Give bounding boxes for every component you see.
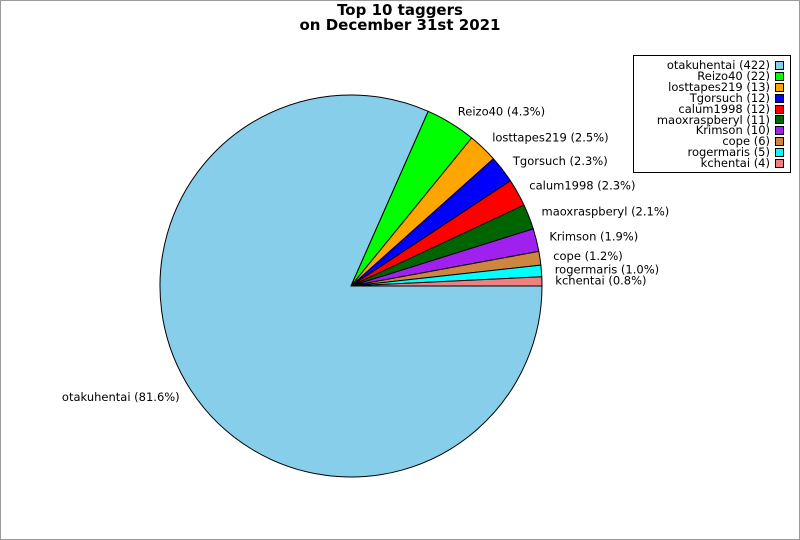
legend-swatch	[775, 93, 784, 103]
legend-item-krimson: Krimson (10)	[638, 125, 784, 136]
slice-label-reizo40: Reizo40 (4.3%)	[458, 104, 545, 118]
slice-label-maoxraspberyl: maoxraspberyl (2.1%)	[542, 205, 670, 219]
legend-swatch	[775, 148, 784, 158]
legend: otakuhentai (422) Reizo40 (22) losttapes21…	[633, 55, 791, 173]
legend-label: kchentai (4)	[700, 156, 770, 171]
slice-label-otakuhentai: otakuhentai (81.6%)	[62, 390, 180, 404]
legend-label: Krimson (10)	[695, 123, 770, 138]
pie-slice-kchentai	[350, 276, 543, 287]
legend-item-kchentai: kchentai (4)	[638, 156, 784, 171]
legend-item-tgorsuch: Tgorsuch (12)	[638, 90, 784, 105]
legend-item-maoxraspberyl: maoxraspberyl (11)	[638, 112, 784, 127]
legend-swatch	[775, 115, 784, 125]
legend-swatch	[775, 60, 784, 70]
legend-swatch	[775, 71, 784, 81]
chart-title: Top 10 taggers on December 31st 2021	[1, 3, 799, 33]
legend-swatch	[775, 104, 784, 114]
legend-swatch	[775, 137, 784, 147]
chart-title-line-2: on December 31st 2021	[299, 16, 501, 34]
pie-labels: otakuhentai (81.6%) Reizo40 (4.3%) losttap…	[62, 104, 669, 404]
legend-label: maoxraspberyl (11)	[656, 112, 770, 127]
slice-label-losttapes219: losttapes219 (2.5%)	[492, 131, 608, 145]
slice-label-calum1998: calum1998 (2.3%)	[529, 179, 635, 193]
legend-label: losttapes219 (13)	[668, 79, 770, 94]
legend-label: rogermaris (5)	[687, 145, 770, 160]
legend-label: Tgorsuch (12)	[689, 90, 770, 105]
slice-label-kchentai: kchentai (0.8%)	[555, 274, 646, 288]
legend-swatch	[775, 126, 784, 136]
chart-title-line-1: Top 10 taggers	[337, 1, 463, 19]
legend-item-otakuhentai: otakuhentai (422)	[638, 58, 784, 72]
pie-slices	[159, 94, 543, 478]
legend-item-cope: cope (6)	[638, 136, 784, 147]
legend-label: calum1998 (12)	[678, 101, 770, 116]
legend-item-calum1998: calum1998 (12)	[638, 101, 784, 116]
pie-slice-otakuhentai	[159, 94, 543, 478]
legend-item-rogermaris: rogermaris (5)	[638, 147, 784, 158]
legend-label: Reizo40 (22)	[697, 68, 770, 83]
legend-label: cope (6)	[722, 134, 770, 149]
legend-item-reizo40: Reizo40 (22)	[638, 68, 784, 83]
slice-label-cope: cope (1.2%)	[553, 249, 623, 263]
legend-item-losttapes219: losttapes219 (13)	[638, 79, 784, 94]
slice-label-rogermaris: rogermaris (1.0%)	[555, 262, 659, 276]
legend-label: otakuhentai (422)	[666, 58, 770, 72]
legend-swatch	[775, 82, 784, 92]
slice-label-tgorsuch: Tgorsuch (2.3%)	[512, 154, 608, 168]
slice-label-krimson: Krimson (1.9%)	[549, 229, 638, 243]
legend-swatch	[775, 159, 784, 169]
